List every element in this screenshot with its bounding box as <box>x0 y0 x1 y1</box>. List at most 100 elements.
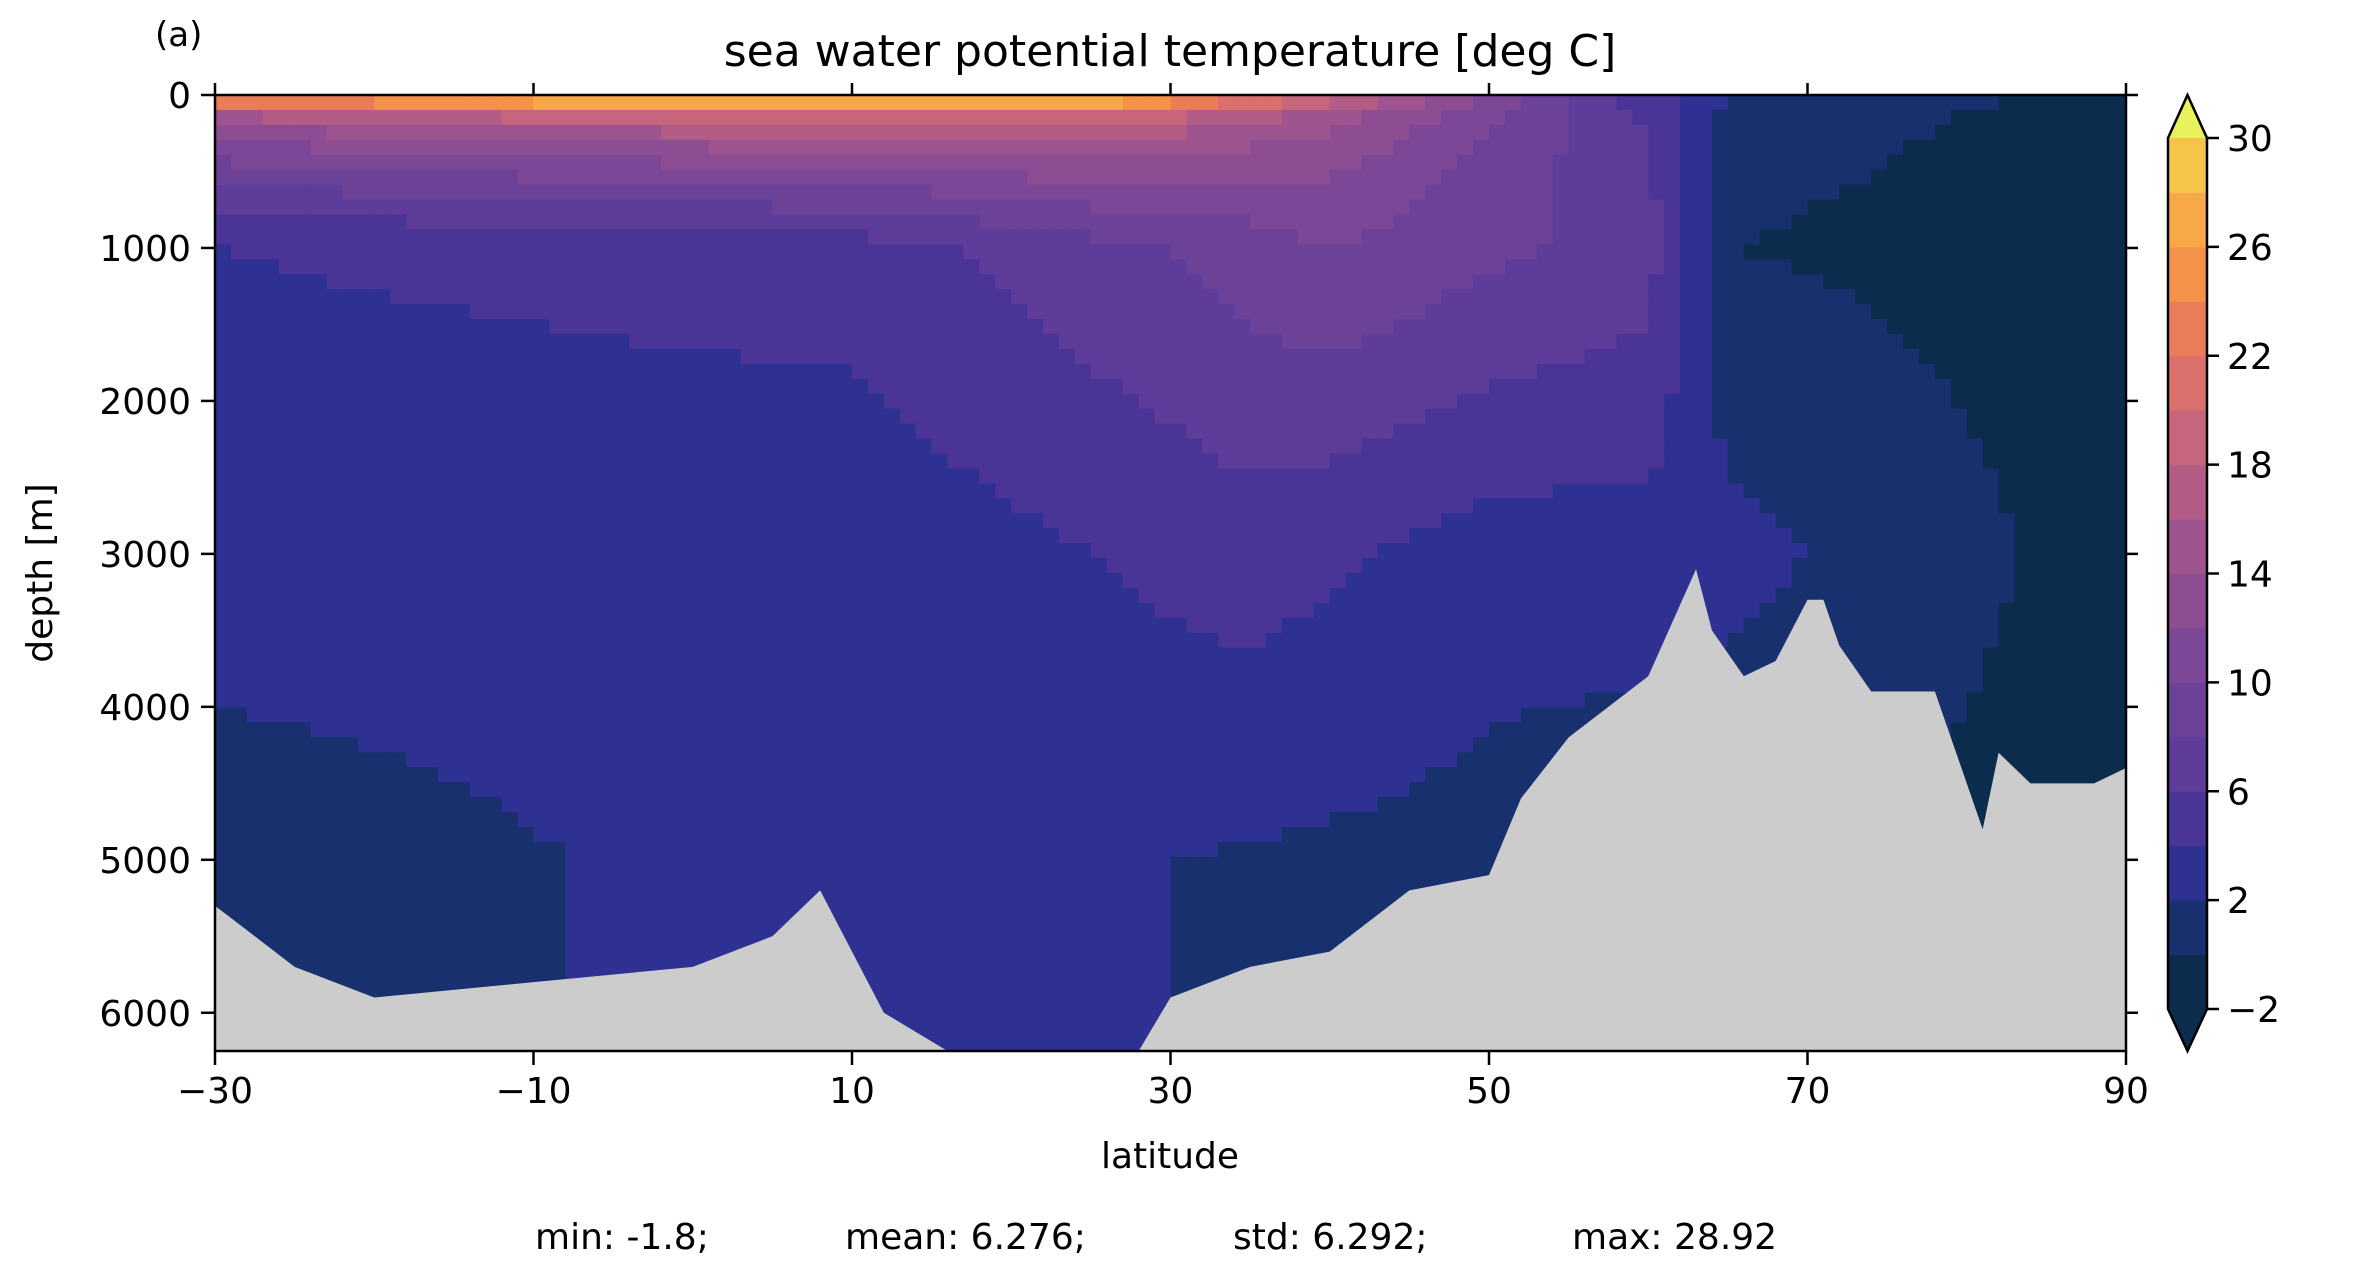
heatmap-cell <box>899 498 917 514</box>
heatmap-cell <box>1059 124 1076 141</box>
heatmap-cell <box>501 124 519 141</box>
heatmap-cell <box>931 692 949 709</box>
heatmap-cell <box>437 812 455 828</box>
heatmap-cell <box>947 528 965 544</box>
heatmap-cell <box>533 289 551 305</box>
heatmap-cell <box>788 483 805 499</box>
heatmap-cell <box>931 184 949 201</box>
heatmap-cell <box>215 408 232 425</box>
heatmap-cell <box>1218 393 1235 410</box>
heatmap-cell <box>533 812 551 828</box>
heatmap-cell <box>836 378 853 395</box>
heatmap-cell <box>358 752 375 768</box>
heatmap-cell <box>1122 991 1140 1007</box>
heatmap-cell <box>1106 1036 1124 1051</box>
heatmap-cell <box>501 378 519 395</box>
heatmap-cell <box>644 707 662 723</box>
heatmap-cell <box>358 498 375 514</box>
heatmap-cell <box>358 184 375 201</box>
heatmap-cell <box>230 214 248 231</box>
heatmap-cell <box>215 692 232 709</box>
heatmap-cell <box>644 946 662 962</box>
heatmap-cell <box>1329 199 1347 216</box>
heatmap-cell <box>883 274 901 290</box>
heatmap-cell <box>1393 319 1410 335</box>
heatmap-cell <box>533 707 551 723</box>
heatmap-cell <box>1059 304 1076 320</box>
heatmap-cell <box>1090 737 1108 753</box>
heatmap-cell <box>1154 289 1172 305</box>
heatmap-cell <box>1409 543 1426 559</box>
heatmap-cell <box>629 109 646 126</box>
heatmap-cell <box>947 976 965 992</box>
heatmap-cell <box>1202 961 1219 977</box>
heatmap-cell <box>1170 797 1188 813</box>
chart-title: sea water potential temperature [deg C] <box>724 26 1617 77</box>
heatmap-cell <box>963 931 980 948</box>
heatmap-cell <box>501 95 519 111</box>
heatmap-cell <box>485 632 503 649</box>
heatmap-cell <box>1202 378 1219 395</box>
heatmap-cell <box>294 378 312 395</box>
heatmap-cell <box>931 752 949 768</box>
heatmap-cell <box>1313 602 1331 619</box>
heatmap-cell <box>1313 319 1331 335</box>
heatmap-cell <box>820 304 837 320</box>
heatmap-cell <box>565 393 582 410</box>
heatmap-cell <box>390 513 407 529</box>
heatmap-cell <box>1218 229 1235 245</box>
heatmap-cell <box>374 722 391 738</box>
heatmap-cell <box>1186 722 1203 738</box>
heatmap-cell <box>262 244 280 260</box>
heatmap-cell <box>597 498 614 514</box>
heatmap-cell <box>1122 423 1140 440</box>
heatmap-cell <box>644 841 662 858</box>
heatmap-cell <box>613 229 630 245</box>
heatmap-cell <box>756 259 773 275</box>
heatmap-cell <box>1059 856 1076 873</box>
heatmap-cell <box>294 304 312 320</box>
heatmap-cell <box>867 214 885 231</box>
heatmap-cell <box>597 931 614 948</box>
heatmap-cell <box>660 438 678 455</box>
heatmap-cell <box>1409 453 1426 470</box>
heatmap-cell <box>995 812 1012 828</box>
heatmap-cell <box>278 602 296 619</box>
heatmap-cell <box>1409 348 1426 365</box>
heatmap-cell <box>1218 378 1235 395</box>
heatmap-cell <box>1074 647 1092 664</box>
heatmap-cell <box>1218 139 1235 156</box>
heatmap-cell <box>629 722 646 738</box>
heatmap-cell <box>374 901 391 918</box>
heatmap-cell <box>310 558 328 574</box>
heatmap-cell <box>788 184 805 201</box>
heatmap-cell <box>1218 214 1235 231</box>
heatmap-cell <box>1043 483 1060 499</box>
heatmap-cell <box>230 184 248 201</box>
heatmap-cell <box>1250 812 1267 828</box>
heatmap-cell <box>660 587 678 604</box>
heatmap-cell <box>422 363 439 380</box>
heatmap-cell <box>1377 498 1395 514</box>
heatmap-cell <box>262 393 280 410</box>
heatmap-cell <box>1074 169 1092 186</box>
heatmap-cell <box>1043 438 1060 455</box>
heatmap-cell <box>756 244 773 260</box>
heatmap-cell <box>422 139 439 156</box>
heatmap-cell <box>1345 587 1363 604</box>
heatmap-cell <box>1250 573 1267 589</box>
heatmap-cell <box>422 677 439 694</box>
heatmap-cell <box>1345 647 1363 664</box>
heatmap-cell <box>852 752 869 768</box>
heatmap-cell <box>1074 468 1092 484</box>
heatmap-cell <box>708 692 726 709</box>
heatmap-cell <box>1281 782 1299 798</box>
heatmap-cell <box>1043 289 1060 305</box>
heatmap-cell <box>1297 139 1315 156</box>
heatmap-cell <box>629 214 646 231</box>
heatmap-cell <box>1329 617 1347 634</box>
heatmap-cell <box>644 901 662 918</box>
heatmap-cell <box>1043 1036 1060 1051</box>
heatmap-cell <box>1011 289 1028 305</box>
heatmap-cell <box>1074 319 1092 335</box>
